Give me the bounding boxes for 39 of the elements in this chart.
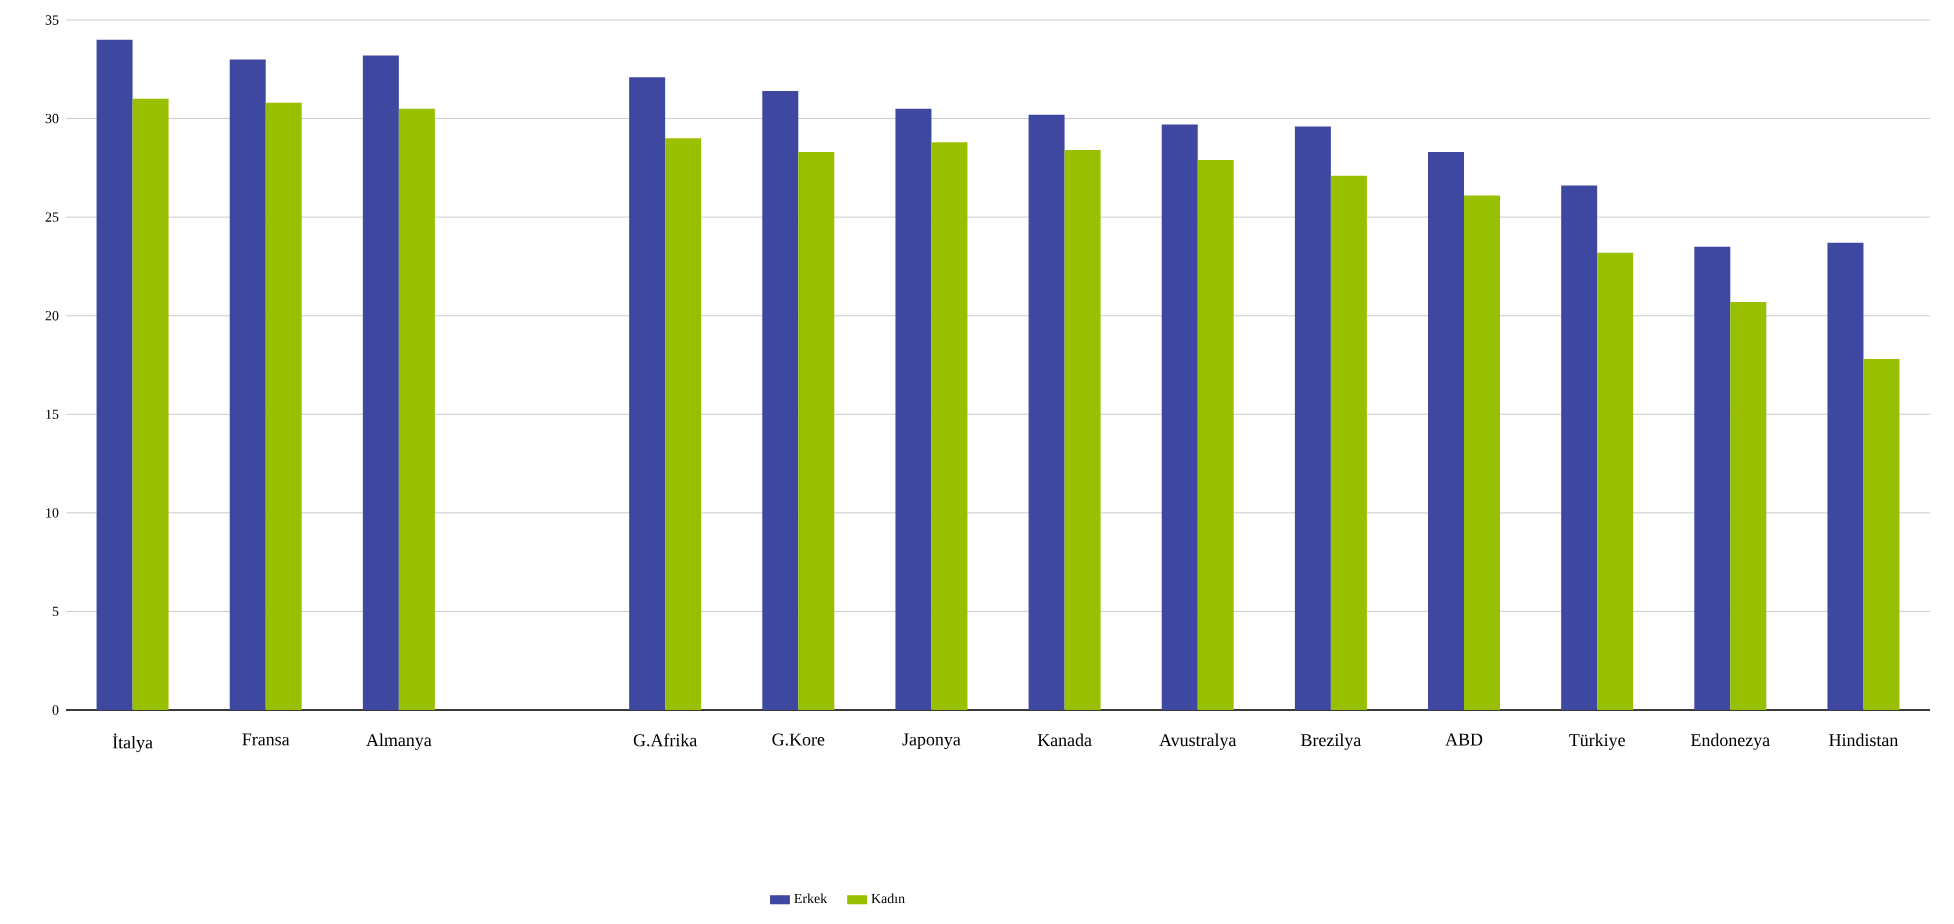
bar: [132, 98, 169, 710]
bar: [1330, 175, 1367, 710]
bar: [265, 102, 302, 710]
x-tick-label: Avustralya: [1159, 733, 1237, 750]
bar: [1064, 150, 1101, 710]
bar: [895, 108, 932, 710]
bar: [1694, 246, 1731, 710]
x-tick-label: G.Afrika: [633, 733, 698, 747]
bar: [1730, 301, 1767, 710]
bar: [362, 55, 399, 710]
x-tick-label: İtalya: [112, 733, 153, 753]
x-tick-label: Japonya: [902, 733, 961, 750]
bar: [931, 142, 968, 710]
x-tick-label: Brezilya: [1301, 733, 1362, 750]
bar: [798, 152, 835, 710]
bar: [1827, 242, 1864, 710]
bar: [1161, 124, 1198, 710]
bar: [762, 90, 799, 710]
x-tick-label: Endonezya: [1691, 733, 1770, 750]
x-tick-label: Almanya: [366, 733, 432, 750]
bar: [1863, 359, 1900, 710]
bar: [229, 59, 266, 710]
bar: [1464, 195, 1501, 710]
bar: [1294, 126, 1331, 710]
x-tick-label: Kanada: [1037, 733, 1092, 747]
x-tick-label: G.Kore: [772, 733, 825, 746]
bar: [665, 138, 702, 710]
bar: [398, 108, 435, 710]
bar: [1197, 159, 1234, 710]
bar: [1028, 114, 1065, 710]
x-tick-label: ABD: [1445, 733, 1483, 746]
bar: [1428, 152, 1465, 710]
x-tick-label: Hindistan: [1829, 733, 1899, 747]
x-tick-label: Fransa: [242, 733, 290, 746]
bar: [629, 77, 666, 710]
bar: [96, 39, 133, 710]
bar: [1597, 252, 1634, 710]
bar: [1561, 185, 1598, 710]
x-tick-label: Türkiye: [1569, 733, 1625, 750]
